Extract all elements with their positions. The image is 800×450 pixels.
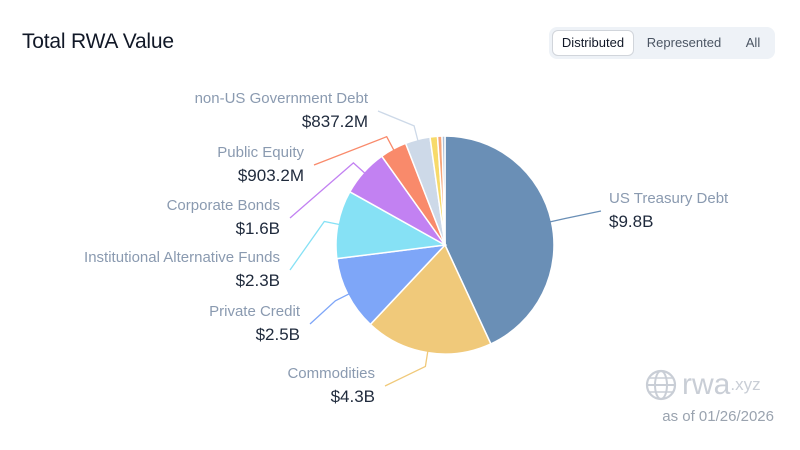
as-of-date: as of 01/26/2026 — [662, 408, 774, 425]
brand-name: rwa — [682, 368, 731, 401]
slice-label: US Treasury Debt — [609, 190, 729, 207]
slice-value: $4.3B — [331, 387, 375, 406]
brand-logo: rwa .xyz — [644, 368, 761, 402]
slice-label: Commodities — [287, 365, 375, 382]
leader-line — [377, 110, 419, 142]
leader-line — [309, 293, 350, 325]
leader-line — [313, 135, 395, 166]
tab-represented[interactable]: Represented — [646, 35, 722, 50]
slice-value: $1.6B — [236, 219, 280, 238]
pie-slice[interactable] — [441, 135, 446, 246]
globe-icon — [645, 369, 677, 401]
slice-label: Private Credit — [209, 303, 301, 320]
slice-value: $2.3B — [236, 271, 280, 290]
slice-label: non-US Government Debt — [195, 90, 369, 107]
slice-label: Institutional Alternative Funds — [84, 249, 280, 266]
slice-label: Corporate Bonds — [167, 197, 280, 214]
slice-value: $837.2M — [302, 112, 368, 131]
tab-distributed[interactable]: Distributed — [552, 30, 634, 56]
view-toggle: Distributed Represented All — [549, 27, 775, 59]
leader-line — [384, 350, 429, 387]
leader-line — [289, 162, 366, 219]
chart-title: Total RWA Value — [22, 30, 174, 53]
tab-all[interactable]: All — [745, 35, 761, 50]
slice-value: $2.5B — [256, 325, 300, 344]
brand-suffix: .xyz — [730, 375, 761, 394]
leader-line — [549, 210, 602, 223]
slice-value: $9.8B — [609, 212, 653, 231]
slice-label: Public Equity — [217, 144, 304, 161]
leader-line — [289, 220, 341, 271]
slice-value: $903.2M — [238, 166, 304, 185]
